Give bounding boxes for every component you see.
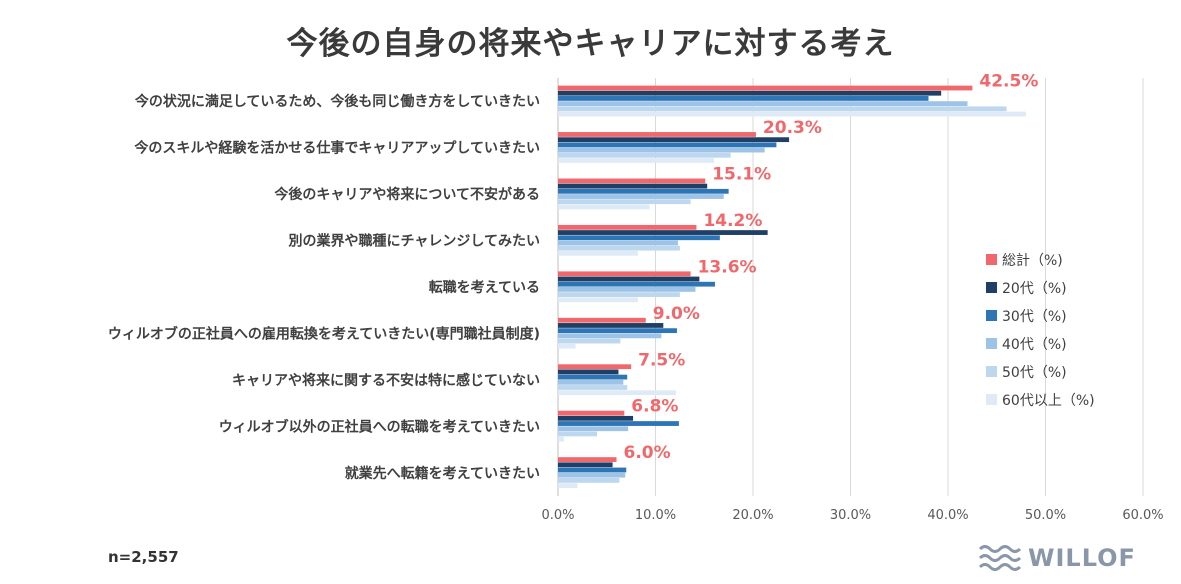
bar <box>558 90 942 96</box>
x-tick-label: 20.0% <box>732 508 773 523</box>
legend-label: 総計（%) <box>1002 253 1063 269</box>
bar <box>558 106 1007 112</box>
legend-label: 40代（%) <box>1002 337 1067 353</box>
bar <box>558 271 691 277</box>
legend-swatch <box>986 394 997 405</box>
wave-logo-icon <box>978 545 1022 571</box>
legend-swatch <box>986 282 997 293</box>
category-label: キャリアや将来に関する不安は特に感じていない <box>232 372 540 389</box>
bar <box>558 477 620 483</box>
bar <box>558 178 706 184</box>
bar <box>558 235 720 241</box>
bar <box>558 390 676 396</box>
legend-swatch <box>986 310 997 321</box>
legend-label: 20代（%) <box>1002 281 1067 297</box>
willof-logo: WILLOF <box>978 540 1136 576</box>
legend-swatch <box>986 366 997 377</box>
logo-text: WILLOF <box>1028 544 1136 572</box>
bar <box>558 410 625 416</box>
bar <box>558 199 691 205</box>
bar <box>558 204 650 210</box>
bar <box>558 142 777 148</box>
bar <box>558 96 929 101</box>
legend-label: 50代（%) <box>1002 365 1067 381</box>
legend-swatch <box>986 338 997 349</box>
bar <box>558 281 715 287</box>
legend-swatch <box>986 254 997 265</box>
data-label: 15.1% <box>712 165 771 185</box>
bar <box>558 132 756 137</box>
bar <box>558 323 664 328</box>
data-label: 6.8% <box>631 397 678 417</box>
bar <box>558 245 680 251</box>
bar <box>558 457 617 462</box>
bar <box>558 415 634 421</box>
bar <box>558 364 632 370</box>
legend-label: 60代以上（%) <box>1002 393 1095 409</box>
bar <box>558 328 677 334</box>
x-tick-label: 60.0% <box>1122 508 1163 523</box>
bar <box>558 287 696 292</box>
bar <box>558 436 564 442</box>
bar <box>558 230 768 235</box>
data-label: 7.5% <box>638 350 685 370</box>
chart-title: 今後の自身の将来やキャリアに対する考え <box>286 26 895 62</box>
bar <box>558 385 628 390</box>
bar <box>558 317 646 323</box>
bar <box>558 483 578 488</box>
bar <box>558 101 968 107</box>
bar <box>558 194 724 199</box>
bar <box>558 297 638 303</box>
bar <box>558 137 790 143</box>
x-tick-label: 40.0% <box>927 508 968 523</box>
bar <box>558 333 662 339</box>
x-tick-label: 0.0% <box>541 508 574 523</box>
category-label: 別の業界や職種にチャレンジしてみたい <box>288 233 540 250</box>
bar <box>558 224 697 230</box>
category-label: 今の状況に満足しているため、今後も同じ働き方をしていきたい <box>134 93 540 110</box>
bar <box>558 250 638 256</box>
bar <box>558 158 714 163</box>
bar <box>558 426 629 432</box>
category-label: ウィルオブの正社員への雇用転換を考えていきたい(専門職社員制度) <box>108 325 540 342</box>
category-label: 就業先へ転籍を考えていきたい <box>345 465 540 482</box>
sample-size-note: n=2,557 <box>108 548 179 566</box>
category-label: 今後のキャリアや将来について不安がある <box>273 186 540 203</box>
data-label: 13.6% <box>698 257 757 277</box>
bar <box>558 111 1026 117</box>
bar <box>558 379 624 385</box>
x-tick-label: 30.0% <box>830 508 871 523</box>
bar <box>558 85 973 91</box>
legend-label: 30代（%) <box>1002 309 1067 325</box>
bar <box>558 338 621 344</box>
bar <box>558 188 729 194</box>
bar <box>558 462 613 468</box>
data-label: 14.2% <box>703 211 762 231</box>
bar <box>558 431 597 437</box>
bar <box>558 152 731 158</box>
data-label: 20.3% <box>763 118 822 138</box>
bar <box>558 276 700 282</box>
bar <box>558 421 679 426</box>
bar <box>558 240 678 246</box>
bar <box>558 183 708 189</box>
bar <box>558 374 628 380</box>
x-tick-label: 50.0% <box>1025 508 1066 523</box>
bar <box>558 147 765 153</box>
data-label: 9.0% <box>653 304 700 324</box>
bar <box>558 343 576 349</box>
x-tick-label: 10.0% <box>635 508 676 523</box>
bar <box>558 467 627 473</box>
bar <box>558 472 626 478</box>
category-label: ウィルオブ以外の正社員への転職を考えていきたい <box>219 418 540 435</box>
category-label: 転職を考えている <box>429 279 540 296</box>
category-label: 今のスキルや経験を活かせる仕事でキャリアアップしていきたい <box>133 140 540 157</box>
data-label: 42.5% <box>979 72 1038 92</box>
bar <box>558 369 619 375</box>
data-label: 6.0% <box>624 443 671 463</box>
bar <box>558 292 680 297</box>
